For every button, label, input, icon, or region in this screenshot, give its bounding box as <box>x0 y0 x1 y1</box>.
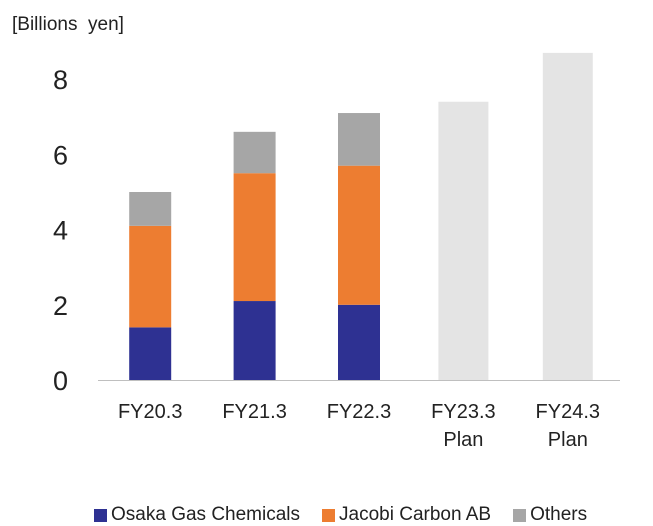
legend-label-osaka-gas-chemicals: Osaka Gas Chemicals <box>111 504 301 525</box>
legend-swatch-others <box>513 508 527 522</box>
y-tick-label-8: 8 <box>53 65 68 95</box>
bar-segment-jacobi-carbon-ab-0 <box>129 225 172 328</box>
legend-item-jacobi-carbon-ab: Jacobi Carbon AB <box>322 504 491 526</box>
bar-segment-others-1 <box>233 131 276 174</box>
legend-label-others: Others <box>530 504 588 525</box>
bar-segment-osaka-gas-chemicals-2 <box>338 304 380 380</box>
x-tick-label-3-0: FY23.3 <box>431 401 495 423</box>
y-tick-label-6: 6 <box>53 140 68 170</box>
bar-segment-others-0 <box>129 192 172 226</box>
bar-segment-jacobi-carbon-ab-1 <box>233 173 276 302</box>
legend-item-others: Others <box>513 504 587 526</box>
legend-label-jacobi-carbon-ab: Jacobi Carbon AB <box>339 504 492 525</box>
y-axis-unit-label: [Billions yen] <box>12 14 124 35</box>
x-tick-label-2-0: FY22.3 <box>327 401 391 423</box>
x-tick-label-1-0: FY21.3 <box>222 401 286 423</box>
x-tick-label-4-1: Plan <box>548 429 588 451</box>
legend-swatch-osaka-gas-chemicals <box>94 508 107 522</box>
y-tick-label-4: 4 <box>53 216 68 246</box>
bar-plan-total-4 <box>542 52 593 380</box>
x-tick-label-3-1: Plan <box>443 429 483 451</box>
bar-plan-total-3 <box>438 101 489 380</box>
bar-segment-osaka-gas-chemicals-1 <box>233 301 276 380</box>
bar-segment-jacobi-carbon-ab-2 <box>338 165 380 305</box>
x-tick-label-4-0: FY24.3 <box>536 401 600 423</box>
y-tick-label-2: 2 <box>53 291 68 321</box>
bar-segment-others-2 <box>338 113 380 166</box>
y-tick-label-0: 0 <box>53 366 68 396</box>
legend-swatch-jacobi-carbon-ab <box>322 508 336 522</box>
bar-segment-osaka-gas-chemicals-0 <box>129 327 172 380</box>
legend: Osaka Gas Chemicals Jacobi Carbon AB Oth… <box>94 504 587 526</box>
legend-item-osaka-gas-chemicals: Osaka Gas Chemicals <box>94 504 300 526</box>
x-tick-label-0-0: FY20.3 <box>118 401 182 423</box>
